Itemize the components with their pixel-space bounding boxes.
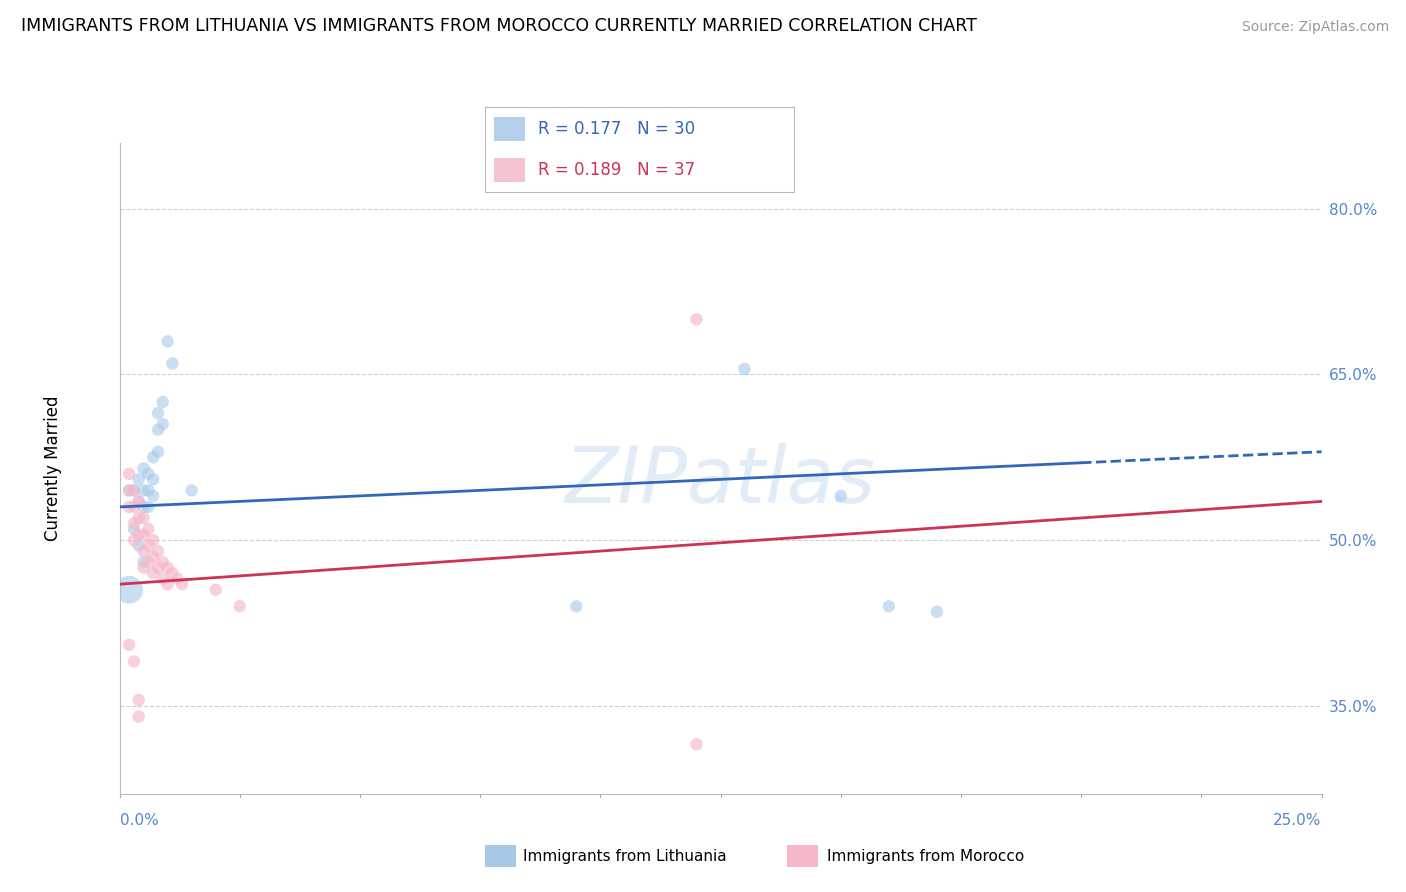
Point [118,500,141,514]
Point [685,312,707,326]
Point [142,533,165,547]
Point [138,483,160,498]
Point [146,423,169,437]
Point [162,566,184,581]
Point [142,549,165,564]
Point [146,444,169,458]
Point [118,467,141,481]
Point [877,599,900,614]
Point [166,572,188,586]
Point [830,489,852,503]
Point [132,483,155,498]
Text: 0.0%: 0.0% [120,814,159,828]
Point [128,472,150,486]
Point [118,638,141,652]
Point [118,582,141,597]
Point [565,599,588,614]
Point [685,737,707,751]
Text: ZIP​atlas: ZIP​atlas [565,443,876,519]
Point [122,516,145,531]
FancyBboxPatch shape [495,158,526,182]
Text: R = 0.189   N = 37: R = 0.189 N = 37 [537,161,695,178]
Point [132,500,155,514]
Point [170,577,193,591]
Text: IMMIGRANTS FROM LITHUANIA VS IMMIGRANTS FROM MOROCCO CURRENTLY MARRIED CORRELATI: IMMIGRANTS FROM LITHUANIA VS IMMIGRANTS … [21,17,977,35]
Point [146,406,169,420]
Point [132,544,155,558]
Point [138,555,160,569]
Point [122,655,145,669]
Point [152,417,174,432]
Point [138,522,160,536]
Point [156,577,179,591]
Point [132,461,155,475]
Point [180,483,202,498]
Point [146,544,169,558]
Point [122,500,145,514]
Point [734,362,756,376]
Point [146,560,169,574]
Point [122,483,145,498]
Point [142,489,165,503]
Text: 25.0%: 25.0% [1274,814,1322,828]
Point [128,539,150,553]
FancyBboxPatch shape [495,117,526,141]
Point [152,572,174,586]
Point [118,483,141,498]
Point [138,500,160,514]
Point [128,709,150,723]
Text: Immigrants from Lithuania: Immigrants from Lithuania [523,849,727,863]
Text: Currently Married: Currently Married [45,395,62,541]
Point [132,555,155,569]
Point [138,539,160,553]
Point [156,334,179,349]
Point [132,560,155,574]
Point [128,494,150,508]
Text: Immigrants from Morocco: Immigrants from Morocco [827,849,1024,863]
Point [142,450,165,465]
Point [162,356,184,370]
Point [128,511,150,525]
Point [152,395,174,409]
Point [132,511,155,525]
Point [122,522,145,536]
Point [925,605,948,619]
Point [128,527,150,541]
Text: Source: ZipAtlas.com: Source: ZipAtlas.com [1241,21,1389,34]
Point [132,527,155,541]
Point [128,494,150,508]
Point [228,599,252,614]
Point [152,555,174,569]
Text: R = 0.177   N = 30: R = 0.177 N = 30 [537,120,695,138]
Point [122,533,145,547]
Point [138,467,160,481]
Point [128,693,150,707]
Point [156,560,179,574]
Point [204,582,226,597]
Point [118,483,141,498]
Point [122,483,145,498]
Point [142,566,165,581]
Point [142,472,165,486]
